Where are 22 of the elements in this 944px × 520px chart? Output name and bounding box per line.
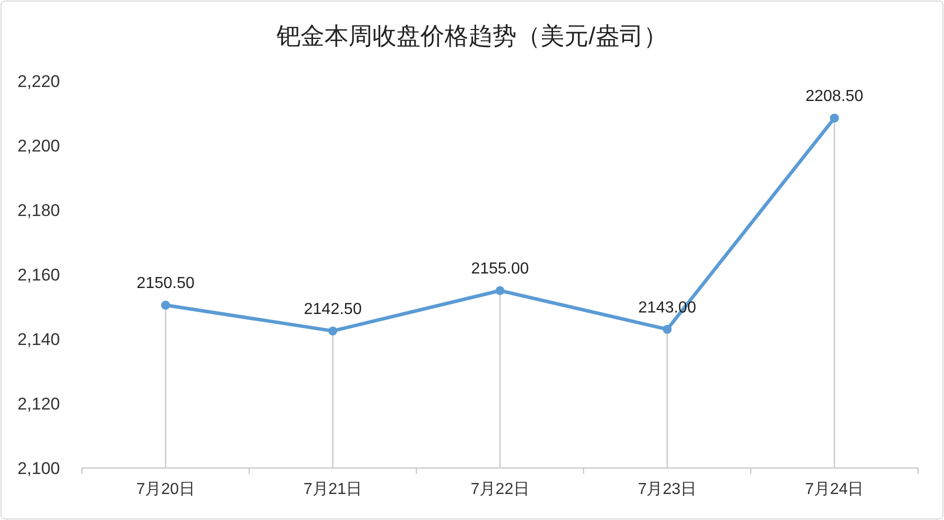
point	[830, 114, 839, 123]
x-tick-label: 7月20日	[136, 481, 195, 498]
point	[496, 286, 504, 296]
y-tick-label: 2,160	[17, 266, 60, 284]
x-tick-label: 7月21日	[303, 481, 362, 498]
x-tick-label: 7月23日	[638, 481, 697, 498]
data-label: 2150.50	[136, 275, 195, 292]
y-tick-label: 2,200	[17, 136, 60, 156]
data-label: 2155.00	[471, 260, 530, 278]
data-label: 2208.50	[805, 88, 864, 106]
point	[662, 324, 672, 334]
x-tick-label: 7月22日	[470, 481, 530, 498]
data-label: 2142.50	[304, 300, 362, 318]
x-tick-label: 7月24日	[805, 481, 864, 498]
y-tick-label: 2,120	[17, 394, 60, 414]
y-tick-label: 2,180	[17, 201, 60, 220]
point	[161, 300, 170, 310]
y-tick-label: 2,220	[17, 72, 60, 91]
point	[328, 326, 338, 336]
y-tick-label: 2,140	[17, 330, 60, 349]
chart-title: 钯金本周收盘价格趋势（美元/盎司）	[276, 23, 668, 50]
y-tick-label: 2,100	[17, 459, 60, 478]
